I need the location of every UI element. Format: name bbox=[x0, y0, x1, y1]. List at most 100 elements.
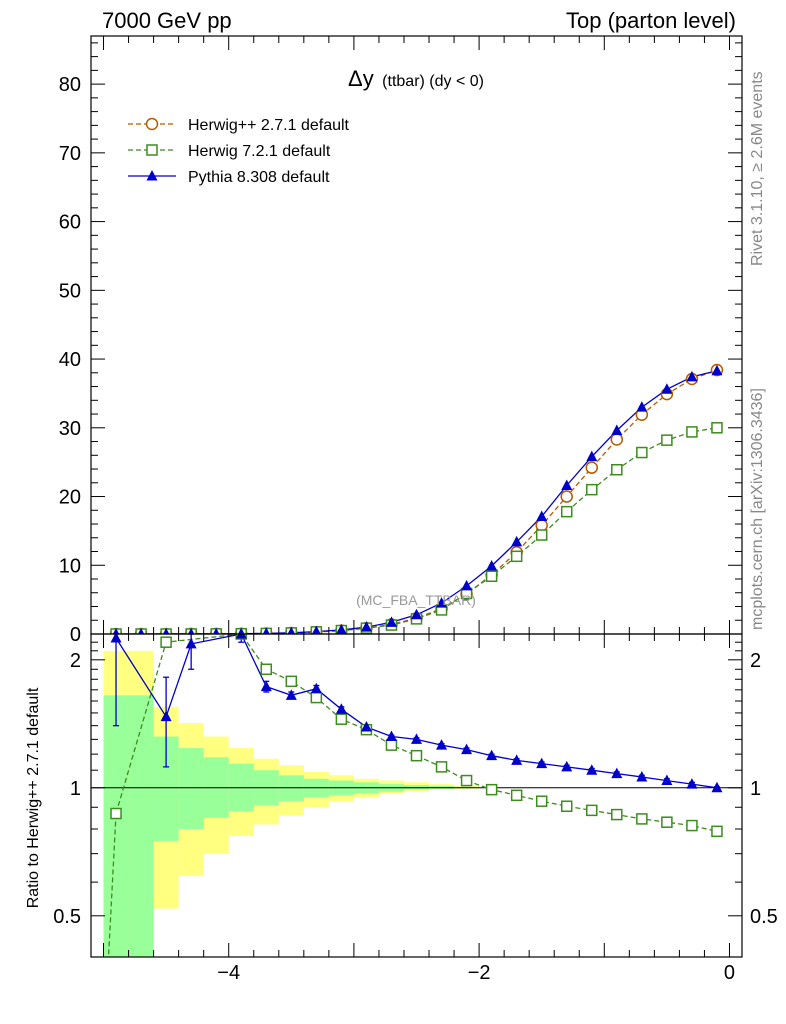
ratio-point-pythia-8-308-default bbox=[235, 634, 247, 639]
main-y-tick-label: 30 bbox=[59, 418, 81, 440]
main-point-pythia-8-308-default bbox=[511, 535, 523, 547]
main-point-herwig-7-2-1-default bbox=[711, 422, 723, 434]
main-point-pythia-8-308-default bbox=[212, 627, 220, 634]
main-point-herwig-2-7-1-default bbox=[585, 461, 599, 474]
main-point-herwig-2-7-1-default bbox=[610, 433, 624, 446]
main-point-herwig-7-2-1-default bbox=[535, 529, 548, 541]
ratio-point-herwig-7-2-1-default bbox=[410, 749, 423, 762]
ratio-point-pythia-8-308-default bbox=[611, 767, 623, 779]
main-y-tick-label: 40 bbox=[59, 349, 81, 371]
rivet-version-label: Rivet 3.1.10, ≥ 2.6M events bbox=[749, 71, 766, 266]
ratio-point-herwig-7-2-1-default bbox=[310, 691, 323, 704]
main-point-pythia-8-308-default bbox=[287, 626, 296, 634]
ratio-point-pythia-8-308-default bbox=[461, 743, 473, 755]
main-point-pythia-8-308-default bbox=[385, 616, 397, 627]
main-point-pythia-8-308-default bbox=[611, 424, 623, 436]
legend-marker-pythia-8-308-default bbox=[146, 170, 158, 181]
main-y-tick-label: 70 bbox=[59, 143, 81, 165]
ratio-band-green-bin bbox=[103, 695, 129, 957]
ratio-y-tick-label-right: 0.5 bbox=[750, 906, 778, 928]
legend-marker-herwig-7-2-1-default bbox=[146, 144, 158, 156]
ratio-line-herwig-7-2-1-default bbox=[115, 634, 718, 832]
ratio-point-pythia-8-308-default bbox=[536, 757, 548, 769]
main-point-pythia-8-308-default bbox=[237, 627, 245, 634]
main-point-pythia-8-308-default bbox=[586, 450, 598, 462]
legend-label-herwig-7-2-1-default: Herwig 7.2.1 default bbox=[188, 143, 331, 160]
header-right: Top (parton level) bbox=[566, 8, 736, 33]
main-point-pythia-8-308-default bbox=[360, 621, 372, 632]
ratio-y-tick-label-right: 2 bbox=[750, 650, 761, 672]
ratio-point-pythia-8-308-default bbox=[636, 771, 648, 782]
ratio-point-pythia-8-308-default bbox=[260, 680, 272, 692]
header-left: 7000 GeV pp bbox=[102, 8, 232, 33]
ratio-y-tick-label-right: 1 bbox=[750, 778, 761, 800]
analysis-watermark: (MC_FBA_TTBAR) bbox=[356, 592, 476, 608]
ratio-point-herwig-7-2-1-default bbox=[460, 774, 473, 787]
legend-label-pythia-8-308-default: Pythia 8.308 default bbox=[188, 169, 330, 186]
ratio-point-herwig-7-2-1-default bbox=[385, 739, 398, 751]
ratio-point-pythia-8-308-default bbox=[686, 778, 698, 789]
mcplots-credit-label: mcplots.cern.ch [arXiv:1306.3436] bbox=[749, 388, 766, 630]
ratio-point-pythia-8-308-default bbox=[310, 682, 322, 694]
main-point-pythia-8-308-default bbox=[461, 579, 473, 591]
title-main: Δy bbox=[348, 66, 374, 91]
title-sub: (ttbar) (dy < 0) bbox=[382, 73, 484, 90]
ratio-panel-frame bbox=[90, 633, 743, 958]
main-point-herwig-7-2-1-default bbox=[611, 463, 623, 476]
ratio-point-pythia-8-308-default bbox=[110, 634, 122, 643]
main-point-herwig-7-2-1-default bbox=[686, 426, 698, 438]
ratio-y-axis-label: Ratio to Herwig++ 2.7.1 default bbox=[25, 687, 42, 908]
ratio-point-herwig-7-2-1-default bbox=[335, 713, 348, 725]
ratio-point-pythia-8-308-default bbox=[385, 730, 397, 742]
ratio-point-pythia-8-308-default bbox=[185, 637, 197, 649]
ratio-point-herwig-7-2-1-default bbox=[686, 819, 698, 832]
ratio-point-herwig-7-2-1-default bbox=[160, 636, 172, 648]
ratio-point-pythia-8-308-default bbox=[360, 720, 372, 732]
main-point-pythia-8-308-default bbox=[112, 628, 120, 634]
ratio-series-group bbox=[107, 634, 723, 957]
ratio-point-herwig-7-2-1-default bbox=[285, 675, 298, 688]
main-point-pythia-8-308-default bbox=[636, 401, 648, 412]
ratio-point-herwig-7-2-1-default bbox=[535, 795, 548, 807]
main-y-tick-label: 80 bbox=[59, 74, 81, 96]
ratio-point-herwig-7-2-1-default bbox=[260, 663, 273, 676]
main-point-herwig-2-7-1-default bbox=[535, 519, 548, 532]
ratio-point-herwig-7-2-1-default bbox=[586, 804, 598, 817]
axis-ticks: 0 10 20 30 40 50 60 70 80 −4 −2 0 0.5 0.5 1 1 2 2 bbox=[53, 36, 778, 984]
ratio-point-herwig-7-2-1-default bbox=[110, 807, 122, 820]
main-title: Δy (ttbar) (dy < 0) bbox=[348, 66, 484, 91]
main-point-pythia-8-308-default bbox=[411, 608, 422, 620]
legend-marker-herwig-2-7-1-default bbox=[145, 117, 159, 131]
main-point-pythia-8-308-default bbox=[187, 627, 195, 634]
main-point-herwig-7-2-1-default bbox=[586, 483, 598, 496]
legend: Herwig++ 2.7.1 default Herwig 7.2.1 defau… bbox=[128, 117, 350, 186]
ratio-y-tick-label: 0.5 bbox=[53, 906, 81, 928]
ratio-point-pythia-8-308-default bbox=[436, 739, 448, 750]
main-point-pythia-8-308-default bbox=[536, 510, 548, 521]
ratio-point-herwig-7-2-1-default bbox=[510, 789, 523, 802]
ratio-point-pythia-8-308-default bbox=[661, 774, 673, 786]
main-point-pythia-8-308-default bbox=[486, 559, 498, 571]
ratio-point-pythia-8-308-default bbox=[411, 733, 422, 744]
main-y-tick-label: 20 bbox=[59, 487, 81, 509]
main-y-tick-label: 10 bbox=[59, 555, 81, 577]
ratio-point-pythia-8-308-default bbox=[160, 710, 172, 722]
ratio-point-herwig-7-2-1-default bbox=[611, 808, 623, 821]
main-point-pythia-8-308-default bbox=[711, 364, 723, 376]
ratio-point-herwig-7-2-1-default bbox=[711, 825, 723, 838]
ratio-uncertainty-bands bbox=[103, 650, 480, 957]
main-point-herwig-7-2-1-default bbox=[661, 434, 673, 446]
main-point-herwig-7-2-1-default bbox=[636, 446, 648, 459]
main-point-pythia-8-308-default bbox=[561, 479, 573, 491]
ratio-x-tick-label: −2 bbox=[468, 962, 491, 984]
main-point-pythia-8-308-default bbox=[162, 628, 170, 634]
ratio-point-pythia-8-308-default bbox=[586, 764, 598, 775]
ratio-y-tick-label: 1 bbox=[70, 778, 81, 800]
main-point-pythia-8-308-default bbox=[661, 383, 673, 394]
ratio-point-pythia-8-308-default bbox=[511, 754, 523, 765]
ratio-band-green-bin bbox=[178, 748, 204, 830]
ratio-point-herwig-7-2-1-default bbox=[661, 816, 673, 828]
main-y-tick-label: 50 bbox=[59, 280, 81, 302]
ratio-point-herwig-7-2-1-default bbox=[485, 783, 498, 796]
